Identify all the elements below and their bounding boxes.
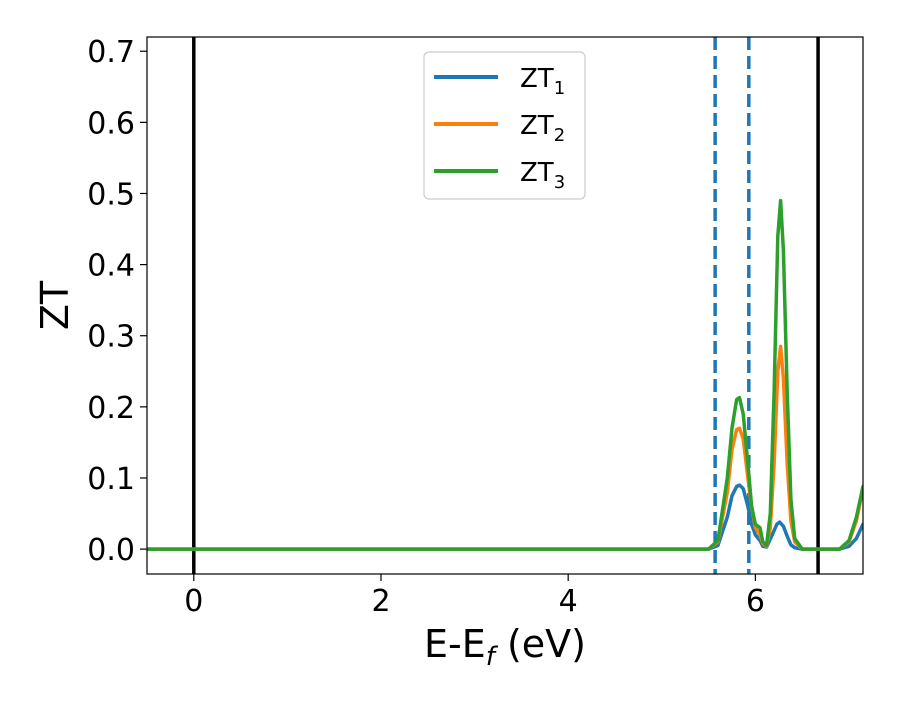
legend-label-zt3: ZT3 <box>520 158 565 193</box>
x-axis-label-main: E-E <box>424 622 486 666</box>
y-tick-label: 0.3 <box>87 320 135 355</box>
plot-area <box>147 37 863 574</box>
legend-label-main: ZT <box>520 158 554 188</box>
x-tick-label: 2 <box>371 584 390 619</box>
x-tick-label: 0 <box>184 584 203 619</box>
legend-label-zt2: ZT2 <box>520 111 565 146</box>
legend-label-sub: 3 <box>554 172 565 193</box>
x-tick-label: 6 <box>746 584 765 619</box>
y-tick-label: 0.2 <box>87 391 135 426</box>
x-axis-label-tail: (eV) <box>495 622 586 666</box>
legend-label-main: ZT <box>520 111 554 141</box>
legend-label-zt1: ZT1 <box>520 64 565 99</box>
y-tick-label: 0.1 <box>87 462 135 497</box>
y-axis-label: ZT <box>33 280 77 330</box>
axis-ticks: 0 2 4 6 0.0 0.1 0.2 0.3 0.4 0.5 0.6 0.7 <box>87 35 765 619</box>
legend-label-sub: 1 <box>554 78 565 99</box>
series-line-zt3 <box>147 198 863 551</box>
y-tick-label: 0.7 <box>87 35 135 70</box>
y-tick-label: 0.0 <box>87 533 135 568</box>
y-tick-label: 0.4 <box>87 249 135 284</box>
plot-content <box>147 37 863 574</box>
axes-frame <box>146 36 864 575</box>
y-tick-label: 0.5 <box>87 177 135 212</box>
x-axis-label: E-Ef (eV) <box>424 622 586 672</box>
legend-box <box>423 51 586 200</box>
legend-label-main: ZT <box>520 64 554 94</box>
x-tick-label: 4 <box>559 584 578 619</box>
legend-label-sub: 2 <box>554 125 565 146</box>
y-tick-label: 0.6 <box>87 106 135 141</box>
